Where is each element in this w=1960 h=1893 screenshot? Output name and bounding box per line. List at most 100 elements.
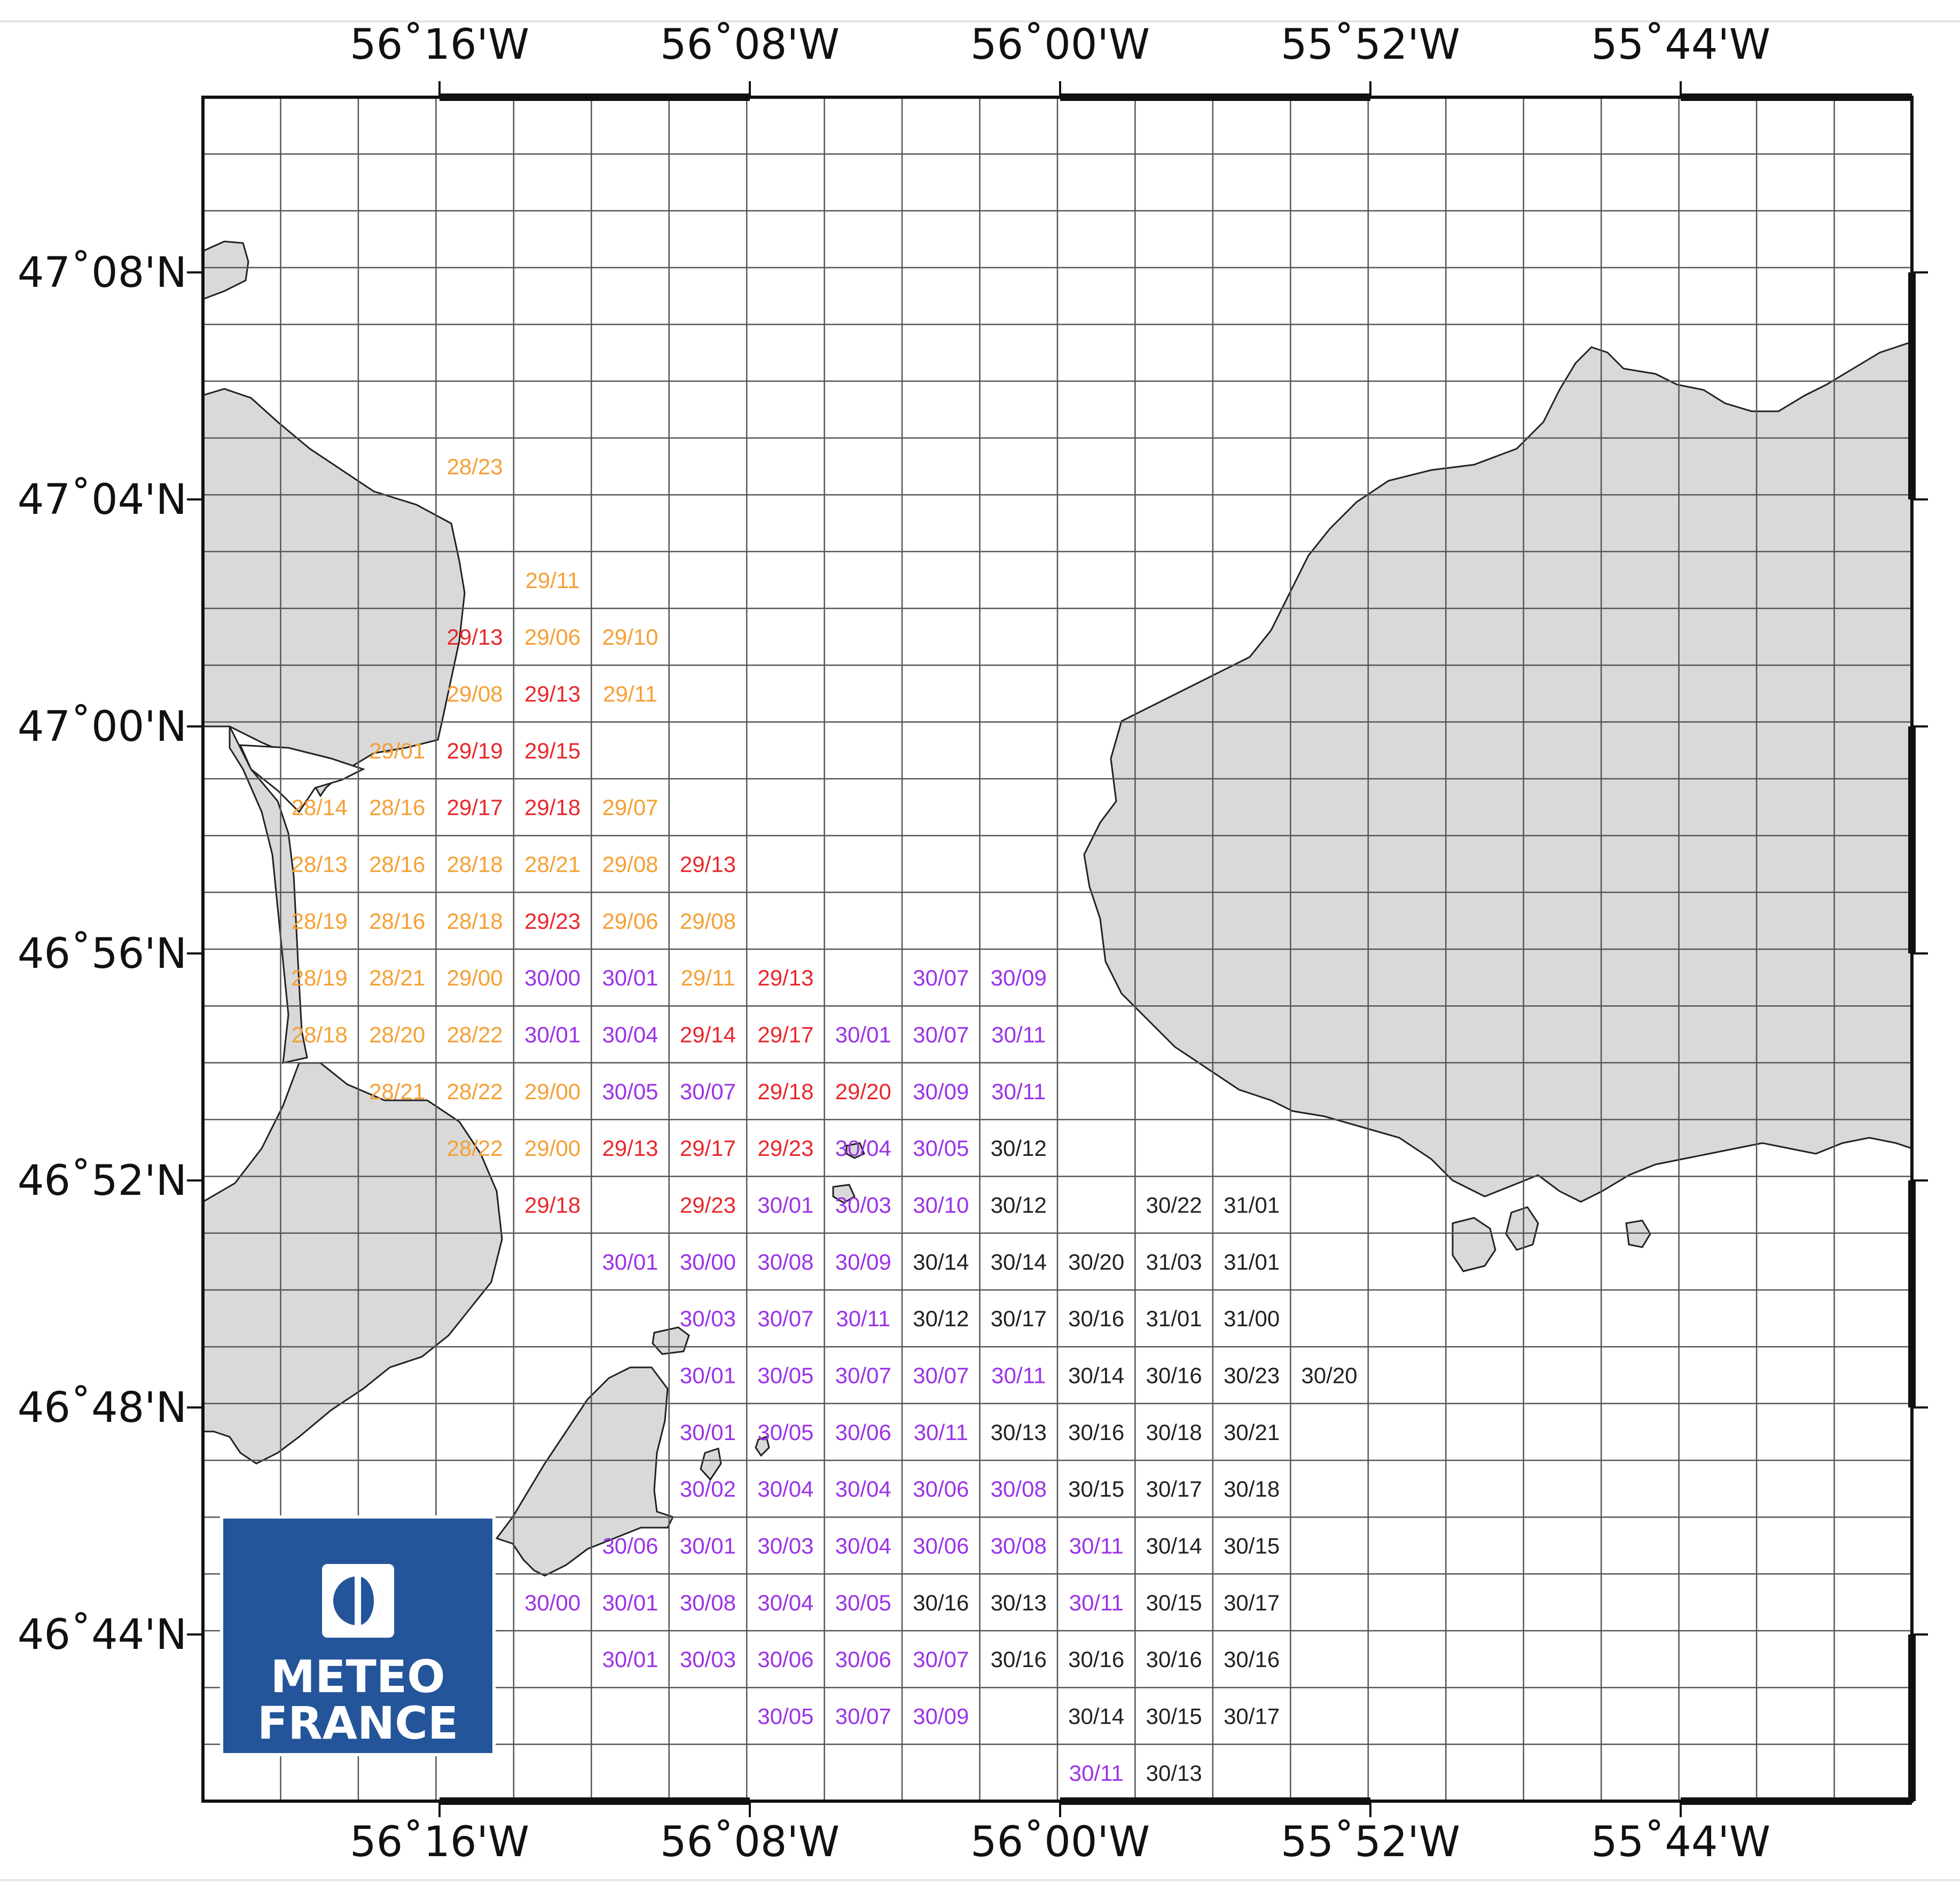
forecast-cell-label: 29/08: [447, 682, 503, 707]
forecast-cell-label: 29/18: [524, 1193, 581, 1218]
islet-small-east: [755, 1436, 770, 1457]
forecast-cell-label: 30/01: [602, 1249, 658, 1274]
forecast-cell-label: 29/13: [602, 1136, 658, 1161]
forecast-cell-label: 30/03: [835, 1193, 891, 1218]
forecast-cell-label: 29/07: [602, 795, 658, 820]
bottom-lon-labels: 56˚16'W 56˚08'W 56˚00'W 55˚52'W 55˚44'W: [350, 1818, 1770, 1866]
forecast-cell-label: 29/13: [757, 965, 813, 990]
bottom-lon-label: 55˚44'W: [1591, 1818, 1770, 1866]
forecast-cell-label: 30/00: [524, 965, 581, 990]
forecast-cell-label: 30/17: [1146, 1476, 1202, 1501]
forecast-cell-label: 31/01: [1224, 1193, 1280, 1218]
forecast-cell-label: 30/12: [991, 1193, 1047, 1218]
forecast-cell-label: 30/09: [913, 1079, 969, 1104]
forecast-cell-label: 30/06: [913, 1476, 969, 1501]
lat-label: 47˚08'N: [18, 249, 187, 297]
lat-label: 46˚44'N: [18, 1611, 187, 1659]
forecast-cell-label: 30/17: [1224, 1704, 1280, 1729]
logo-icon-bar: [355, 1576, 361, 1625]
forecast-cell-label: 29/08: [680, 909, 736, 934]
forecast-cell-label: 29/11: [526, 568, 580, 593]
forecast-cell-label: 30/16: [991, 1647, 1047, 1672]
forecast-cell-label: 30/16: [1068, 1647, 1124, 1672]
forecast-cell-label: 30/20: [1302, 1363, 1358, 1388]
forecast-cell-label: 30/15: [1146, 1704, 1202, 1729]
forecast-cell-label: 30/18: [1224, 1476, 1280, 1501]
forecast-cell-label: 30/14: [1068, 1363, 1124, 1388]
forecast-cell-label: 30/16: [1068, 1306, 1124, 1331]
lat-label: 47˚04'N: [18, 476, 187, 524]
forecast-cell-label: 28/14: [292, 795, 348, 820]
forecast-cell-label: 28/22: [447, 1079, 503, 1104]
forecast-cell-label: 30/11: [991, 1022, 1046, 1047]
lat-label: 46˚56'N: [18, 930, 187, 978]
forecast-cell-label: 30/06: [835, 1420, 891, 1445]
forecast-cell-label: 29/23: [757, 1136, 813, 1161]
forecast-cell-label: 30/14: [1146, 1534, 1202, 1559]
forecast-cell-label: 30/08: [991, 1476, 1047, 1501]
forecast-cell-label: 31/00: [1224, 1306, 1280, 1331]
forecast-cell-label: 31/01: [1224, 1249, 1280, 1274]
forecast-cell-label: 29/13: [524, 682, 581, 707]
forecast-cell-label: 30/07: [835, 1704, 891, 1729]
forecast-cell-label: 30/01: [757, 1193, 813, 1218]
meteo-france-logo: METEO FRANCE: [220, 1515, 496, 1756]
forecast-cell-label: 29/17: [680, 1136, 736, 1161]
land: [202, 240, 1913, 1577]
forecast-cell-label: 30/01: [524, 1022, 581, 1047]
forecast-cell-label: 30/06: [835, 1647, 891, 1672]
forecast-cell-label: 29/11: [603, 682, 657, 707]
forecast-cell-label: 30/23: [1224, 1363, 1280, 1388]
forecast-cell-label: 29/23: [524, 909, 581, 934]
forecast-cell-label: 30/01: [680, 1363, 736, 1388]
forecast-cell-label: 29/20: [835, 1079, 891, 1104]
forecast-cell-label: 28/23: [447, 454, 503, 479]
forecast-cell-label: 30/16: [913, 1590, 969, 1615]
landmass-saint-pierre: [495, 1366, 675, 1577]
forecast-cell-label: 29/08: [602, 852, 658, 877]
islet-newfoundland-south-1: [1452, 1217, 1496, 1272]
frame-accent-bars: [440, 93, 1916, 1805]
forecast-cell-label: 30/20: [1068, 1249, 1124, 1274]
forecast-cell-label: 29/13: [680, 852, 736, 877]
forecast-cell-label: 30/04: [602, 1022, 658, 1047]
islet-northwest: [202, 240, 249, 301]
forecast-cell-label: 30/03: [680, 1306, 736, 1331]
top-lon-label: 56˚00'W: [970, 21, 1150, 69]
meteo-france-logo-icon: [322, 1564, 394, 1638]
isthmus: [229, 726, 308, 1064]
forecast-cell-label: 30/13: [991, 1420, 1047, 1445]
forecast-cell-label: 30/11: [836, 1306, 890, 1331]
forecast-cell-label: 30/04: [835, 1476, 891, 1501]
forecast-cell-label: 30/05: [757, 1363, 813, 1388]
forecast-cell-label: 28/18: [447, 852, 503, 877]
forecast-cell-label: 28/19: [292, 965, 348, 990]
forecast-cell-label: 30/04: [757, 1590, 813, 1615]
forecast-cell-label: 30/11: [1069, 1761, 1124, 1786]
forecast-cell-label: 28/19: [292, 909, 348, 934]
forecast-cell-label: 30/08: [991, 1534, 1047, 1559]
lat-label: 47˚00'N: [18, 703, 187, 751]
forecast-cell-label: 30/04: [757, 1476, 813, 1501]
forecast-cell-label: 29/01: [369, 738, 425, 763]
forecast-cell-label: 28/13: [292, 852, 348, 877]
forecast-cell-label: 30/11: [1069, 1534, 1124, 1559]
forecast-cell-label: 28/22: [447, 1022, 503, 1047]
forecast-cell-label: 30/16: [1224, 1647, 1280, 1672]
forecast-cell-label: 30/00: [680, 1249, 736, 1274]
rock-1: [845, 1142, 865, 1159]
forecast-cell-label: 28/18: [447, 909, 503, 934]
forecast-cell-label: 30/09: [991, 965, 1047, 990]
top-lon-label: 55˚44'W: [1591, 21, 1770, 69]
forecast-cell-label: 30/11: [991, 1079, 1046, 1104]
forecast-cell-label: 29/00: [524, 1079, 581, 1104]
forecast-cell-label: 28/20: [369, 1022, 425, 1047]
logo-line1: METEO: [270, 1650, 445, 1703]
forecast-cell-label: 29/23: [680, 1193, 736, 1218]
forecast-cell-label: 30/15: [1068, 1476, 1124, 1501]
logo-icon-crescent: [358, 1576, 382, 1625]
forecast-cell-label: 28/16: [369, 852, 425, 877]
forecast-cell-label: 30/14: [913, 1249, 969, 1274]
forecast-cell-label: 30/04: [835, 1136, 891, 1161]
